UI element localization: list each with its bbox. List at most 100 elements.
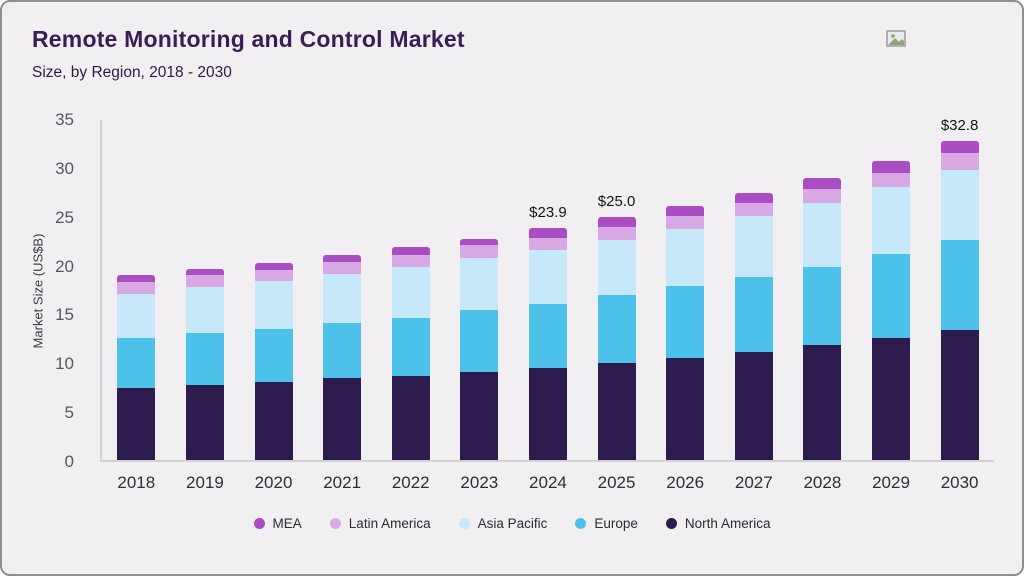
bar-segment-asia-pacific: [528, 250, 567, 304]
bar-segment-europe: [803, 266, 842, 346]
x-axis-label: 2021: [323, 473, 362, 492]
bar-segment-latin-america: [391, 255, 430, 267]
bar-segment-north-america: [254, 382, 293, 460]
bar-segment-north-america: [734, 352, 773, 460]
legend-label: Europe: [594, 516, 638, 531]
bar-segment-europe: [528, 303, 567, 368]
bar-segment-mea: [666, 206, 705, 217]
bar-segment-latin-america: [666, 216, 705, 229]
bar-2029: 2029: [872, 120, 910, 492]
x-axis-label: 2028: [803, 473, 842, 492]
bar-segment-europe: [872, 254, 910, 338]
plot-area: 2018 2019 2020 2021 2022 2023 $23.9 2024 $25.0 20…: [100, 117, 994, 492]
legend-item-europe: Europe: [575, 516, 638, 531]
bar-segment-mea: [528, 227, 567, 238]
bar-segment-mea: [803, 178, 842, 189]
chart-subtitle: Size, by Region, 2018 - 2030: [32, 64, 232, 81]
bar-segment-latin-america: [803, 189, 842, 203]
bar-stack: [185, 120, 224, 460]
broken-image-icon: [886, 30, 906, 47]
y-tick-label: 20: [55, 256, 74, 276]
bar-segment-mea: [254, 262, 293, 270]
bar-segment-asia-pacific: [803, 202, 842, 267]
legend-item-mea: MEA: [253, 516, 302, 531]
y-tick-label: 10: [55, 354, 74, 374]
bar-segment-north-america: [597, 362, 636, 460]
bar-segment-asia-pacific: [734, 216, 773, 278]
bar-segment-europe: [185, 332, 224, 386]
bar-segment-europe: [666, 286, 705, 358]
y-tick-label: 30: [55, 158, 74, 178]
legend-label: North America: [684, 516, 771, 531]
bar-segment-europe: [734, 277, 773, 353]
bar-segment-north-america: [940, 329, 979, 460]
legend-swatch: [329, 518, 341, 529]
bar-segment-asia-pacific: [597, 239, 636, 295]
bar-segment-north-america: [391, 375, 430, 460]
legend-swatch: [253, 518, 265, 529]
legend-swatch: [575, 518, 587, 529]
bar-segment-asia-pacific: [323, 273, 362, 324]
bar-stack: [254, 120, 293, 460]
bar-segment-asia-pacific: [940, 169, 979, 241]
bar-segment-north-america: [460, 371, 499, 460]
x-axis-label: 2030: [940, 473, 979, 492]
legend-label: Latin America: [348, 516, 431, 531]
legend-swatch: [458, 518, 470, 529]
y-axis-ticks: 0 5 10 15 20 25 30 35: [2, 110, 90, 471]
bar-stack: [597, 120, 636, 460]
legend-swatch: [665, 518, 677, 529]
bar-2021: 2021: [323, 120, 362, 492]
bar-2030: $32.8 2030: [940, 117, 979, 492]
bar-segment-asia-pacific: [254, 281, 293, 329]
legend: MEA Latin America Asia Pacific Europe North …: [2, 516, 1022, 531]
bar-segment-north-america: [666, 358, 705, 460]
bar-stack: [391, 120, 430, 460]
y-tick-label: 0: [64, 452, 74, 471]
bar-segment-mea: [940, 141, 979, 154]
bar-segment-north-america: [872, 337, 910, 460]
bar-2027: 2027: [734, 120, 773, 492]
x-axis-label: 2019: [185, 473, 224, 492]
bar-segment-latin-america: [597, 226, 636, 240]
bar-2028: 2028: [803, 120, 842, 492]
bar-segment-mea: [734, 192, 773, 203]
bar-value-label: $32.8: [940, 117, 979, 135]
bar-segment-north-america: [528, 367, 567, 460]
bar-segment-europe: [117, 337, 156, 389]
bar-segment-latin-america: [872, 172, 910, 188]
bar-segment-mea: [117, 274, 156, 283]
x-axis-label: 2025: [597, 473, 636, 492]
x-axis-label: 2023: [460, 473, 499, 492]
bar-2019: 2019: [185, 120, 224, 492]
bar-segment-north-america: [117, 388, 156, 460]
bar-segment-latin-america: [323, 261, 362, 274]
x-axis-label: 2026: [666, 473, 705, 492]
bar-segment-latin-america: [254, 269, 293, 282]
bar-segment-mea: [460, 238, 499, 246]
bar-segment-mea: [872, 160, 910, 173]
x-axis-label: 2020: [254, 473, 293, 492]
x-axis-label: 2018: [117, 473, 156, 492]
bar-segment-mea: [323, 255, 362, 262]
bar-stack: [528, 120, 567, 460]
bar-2018: 2018: [117, 120, 156, 492]
bar-stack: [803, 120, 842, 460]
bar-segment-europe: [391, 318, 430, 376]
x-axis-label: 2022: [391, 473, 430, 492]
bar-segment-latin-america: [528, 237, 567, 251]
bar-segment-asia-pacific: [117, 293, 156, 338]
bar-2023: 2023: [460, 120, 499, 492]
bar-segment-north-america: [803, 345, 842, 460]
bar-segment-mea: [597, 217, 636, 227]
legend-label: Asia Pacific: [477, 516, 548, 531]
bar-stack: [117, 120, 156, 460]
bar-segment-europe: [597, 294, 636, 363]
bar-2020: 2020: [254, 120, 293, 492]
bar-2025: $25.0 2025: [597, 120, 636, 492]
bar-segment-europe: [940, 240, 979, 330]
bar-segment-europe: [254, 328, 293, 383]
bar-segment-mea: [391, 247, 430, 256]
y-tick-label: 15: [55, 305, 74, 325]
